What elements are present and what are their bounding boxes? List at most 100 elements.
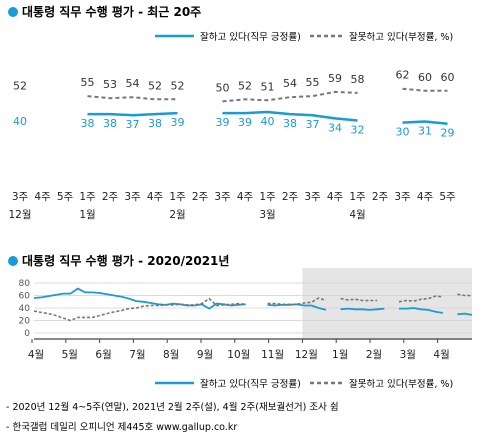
chart2-y-tick-label: 40	[19, 304, 31, 314]
chart1-data-label: 38	[81, 117, 95, 130]
legend1-disapprove-label: 잘못하고 있다(부정률, %)	[349, 31, 453, 43]
chart1-month-label: 12월	[8, 209, 31, 221]
chart1-data-label: 55	[81, 76, 95, 89]
chart1-data-label: 62	[396, 69, 410, 82]
chart2-month-label: 4월	[433, 349, 449, 361]
chart1-month-label: 2월	[169, 209, 185, 221]
chart1-data-label: 50	[216, 81, 230, 94]
chart1-x-tick-label: 1주	[169, 191, 186, 203]
chart1-data-label: 52	[171, 79, 185, 92]
chart2-month-label: 3월	[400, 349, 416, 361]
chart2-series-approve-line	[267, 303, 327, 311]
chart2-month-label: 2월	[366, 349, 382, 361]
chart1-data-label: 37	[306, 118, 320, 131]
chart1-data-label: 52	[238, 79, 252, 92]
chart2-y-tick-label: 0	[24, 329, 30, 339]
chart1-x-tick-label: 2주	[192, 191, 209, 203]
chart1-data-label: 29	[441, 127, 455, 140]
chart1-x-tick-label: 4주	[237, 191, 254, 203]
chart1-series-disapprove-line	[402, 87, 448, 92]
chart1-x-tick-label: 4주	[34, 191, 51, 203]
chart1-data-label: 55	[306, 76, 320, 89]
chart1-x-tick-label: 2주	[372, 191, 389, 203]
chart2-series-disapprove-line	[340, 297, 378, 302]
chart2-series-approve-line	[340, 307, 385, 311]
chart1-month-label: 3월	[259, 209, 275, 221]
chart1-data-label: 32	[351, 123, 365, 136]
chart1-series-approve-line	[87, 111, 178, 117]
chart1-series-disapprove-line	[222, 90, 358, 103]
chart1-x-tick-label: 3주	[12, 191, 29, 203]
chart1-x-tick-label: 4주	[147, 191, 164, 203]
chart2-series-approve-line	[33, 287, 246, 310]
chart1-data-label: 40	[261, 115, 275, 128]
chart1-data-label: 38	[103, 117, 117, 130]
chart2-series-disapprove-line	[398, 295, 443, 303]
chart2-series-approve-line	[399, 307, 443, 314]
chart1-data-label: 39	[171, 116, 185, 129]
chart2-month-label: 5월	[62, 349, 78, 361]
chart1-data-label: 51	[261, 80, 275, 93]
chart1-data-label: 58	[351, 73, 365, 86]
footnote-1: - 2020년 12월 4~5주(연말), 2021년 2월 2주(설), 4월…	[6, 401, 339, 413]
chart1-data-label: 53	[103, 78, 117, 91]
chart1-x-tick-label: 3주	[214, 191, 231, 203]
chart2-series-approve-line	[457, 312, 473, 316]
chart1-x-tick-label: 1주	[259, 191, 276, 203]
chart2-month-label: 9월	[197, 349, 213, 361]
chart1-plot: 40 38 38 37 38 39 39 39 40 38 37 34 32 30 31 29 52 55 53 54…	[8, 69, 456, 221]
chart2-month-label: 11월	[261, 349, 284, 361]
chart1-data-label: 60	[441, 71, 455, 84]
chart2-month-label: 6월	[95, 349, 111, 361]
chart1-series-approve-line	[402, 120, 448, 125]
title-bullet-icon	[8, 256, 18, 266]
chart2-title: 대통령 직무 수행 평가 - 2020/2021년	[22, 253, 229, 268]
chart1-x-tick-label: 2주	[282, 191, 299, 203]
chart2-month-label: 10월	[227, 349, 250, 361]
chart1-data-label: 54	[283, 77, 297, 90]
chart1-x-tick-label: 3주	[124, 191, 141, 203]
chart1-data-label: 54	[126, 77, 140, 90]
chart1-month-label: 1월	[79, 209, 95, 221]
legend2-approve-label: 잘하고 있다(직무 긍정률)	[200, 378, 301, 390]
chart1-month-label: 4월	[349, 209, 365, 221]
chart2-month-label: 12월	[295, 349, 318, 361]
chart1-data-label: 34	[328, 121, 342, 134]
chart1-data-label: 31	[418, 125, 432, 138]
chart1-x-tick-label: 5주	[57, 191, 74, 203]
title-bullet-icon	[8, 7, 18, 17]
chart1-title: 대통령 직무 수행 평가 - 최근 20주	[22, 4, 201, 19]
chart1-data-label: 59	[328, 72, 342, 85]
chart1-data-label: 38	[283, 117, 297, 130]
chart1-x-tick-label: 1주	[79, 191, 96, 203]
chart2-y-tick-label: 60	[19, 292, 31, 302]
legend2-disapprove-label: 잘못하고 있다(부정률, %)	[349, 378, 453, 390]
chart1-data-label: 52	[13, 79, 27, 92]
chart1-data-label: 60	[418, 71, 432, 84]
chart1-x-tick-label: 2주	[102, 191, 119, 203]
chart1-x-tick-label: 3주	[304, 191, 321, 203]
chart2-y-tick-label: 20	[19, 317, 31, 327]
footnote-2: - 한국갤럽 데일리 오피니언 제445호 www.gallup.co.kr	[6, 421, 237, 433]
chart1-data-label: 39	[216, 116, 230, 129]
chart2-month-label: 7월	[129, 349, 145, 361]
chart1-data-label: 38	[148, 117, 162, 130]
chart1-data-label: 40	[13, 115, 27, 128]
chart2-y-tick-label: 80	[19, 279, 31, 289]
chart1-data-label: 39	[238, 116, 252, 129]
chart2-month-label: 1월	[332, 349, 348, 361]
chart1-series-disapprove-line	[87, 95, 178, 101]
chart1-data-label: 37	[126, 118, 140, 131]
chart2-series-disapprove-line	[33, 297, 246, 322]
chart1-x-tick-label: 4주	[327, 191, 344, 203]
legend1-approve-label: 잘하고 있다(직무 긍정률)	[200, 31, 301, 43]
chart1-x-tick-label: 5주	[439, 191, 456, 203]
chart1-data-label: 52	[148, 79, 162, 92]
chart1-x-tick-label: 4주	[417, 191, 434, 203]
chart1-series-approve-line	[222, 110, 358, 122]
chart2-shaded-period	[302, 268, 472, 340]
chart2-month-label: 8월	[163, 349, 179, 361]
chart1-x-tick-label: 1주	[349, 191, 366, 203]
chart1-x-tick-label: 3주	[394, 191, 411, 203]
